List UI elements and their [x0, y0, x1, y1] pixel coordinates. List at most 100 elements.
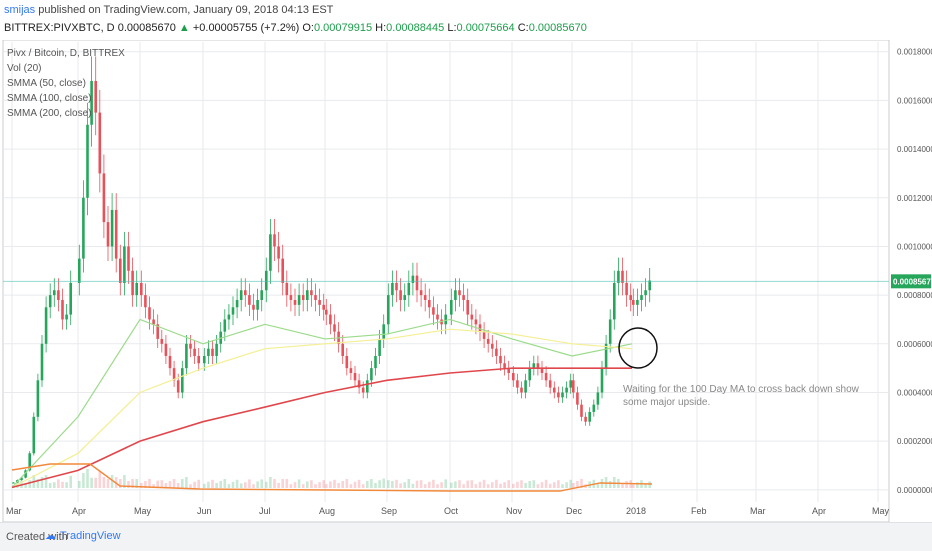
- volume-bar: [314, 484, 317, 488]
- time-tick-label: Apr: [72, 506, 86, 516]
- candle-body: [318, 299, 321, 305]
- candle-body: [640, 295, 643, 300]
- price-tick-label: 0.00060000: [897, 340, 932, 349]
- volume-bar: [106, 479, 110, 488]
- volume-bar: [470, 480, 474, 488]
- volume-bar: [528, 481, 531, 488]
- brand-link[interactable]: ☁ TradingView: [45, 529, 121, 542]
- candle-body: [28, 453, 31, 471]
- candle-body: [57, 290, 60, 300]
- candle-body: [281, 258, 284, 283]
- candle-body: [160, 338, 164, 344]
- volume-bar: [644, 484, 647, 488]
- candle-body: [314, 295, 317, 300]
- price-tick-label: 0.00160000: [897, 96, 932, 105]
- legend-item-smma100[interactable]: SMMA (100, close): [7, 93, 91, 104]
- candle-body: [322, 304, 325, 310]
- candle-body: [156, 324, 159, 339]
- volume-bar: [82, 473, 85, 488]
- candle-body: [592, 404, 596, 412]
- candle-body: [516, 380, 519, 388]
- high-label: H:: [375, 22, 387, 34]
- time-tick-label: Feb: [691, 506, 707, 516]
- legend-item-vol[interactable]: Vol (20): [7, 63, 41, 74]
- current-price-badge: [891, 274, 931, 289]
- candle-body: [227, 314, 231, 320]
- volume-bar: [318, 482, 321, 488]
- candle-body: [532, 363, 536, 369]
- volume-bar: [223, 479, 227, 488]
- time-tick-label: Nov: [506, 506, 523, 516]
- candle-body: [215, 343, 218, 356]
- volume-bar: [36, 479, 40, 488]
- candle-body: [512, 373, 515, 381]
- time-tick-label: 2018: [626, 506, 646, 516]
- volume-bar: [544, 479, 548, 488]
- legend-item-smma200[interactable]: SMMA (200, close): [7, 108, 91, 119]
- volume-bar: [306, 481, 309, 488]
- candle-body: [40, 343, 44, 381]
- candle-body: [90, 80, 93, 125]
- candle-body: [110, 209, 114, 247]
- candle-body: [407, 282, 411, 296]
- candle-body: [61, 299, 64, 320]
- candle-body: [561, 392, 564, 398]
- volume-bar: [123, 475, 126, 488]
- volume-bar: [378, 480, 381, 488]
- volume-bar: [632, 484, 635, 488]
- time-tick-label: Mar: [750, 506, 766, 516]
- candle-body: [357, 380, 361, 388]
- published-text: published on TradingView.com, January 09…: [38, 4, 334, 16]
- volume-bar: [462, 484, 465, 488]
- candle-body: [625, 282, 628, 296]
- volume-bar: [90, 477, 93, 488]
- annotation-circle[interactable]: [618, 327, 658, 369]
- time-tick-label: Oct: [444, 506, 459, 516]
- volume-bar: [482, 479, 486, 488]
- volume-bar: [244, 482, 247, 488]
- volume-bar: [152, 484, 155, 488]
- candle-body: [239, 290, 243, 300]
- candle-body: [491, 343, 494, 349]
- volume-bar: [219, 481, 222, 488]
- legend-item-smma50[interactable]: SMMA (50, close): [7, 78, 86, 89]
- author-link[interactable]: smijas: [4, 4, 36, 16]
- volume-bar: [491, 482, 494, 488]
- candle-body: [44, 307, 48, 344]
- candle-body: [378, 338, 381, 356]
- time-tick-label: Aug: [319, 506, 335, 516]
- candle-body: [152, 319, 155, 325]
- volume-bar: [608, 481, 612, 488]
- current-price-label: 0.00085670: [893, 277, 932, 286]
- candle-body: [520, 387, 523, 393]
- volume-bar: [197, 479, 200, 488]
- annotation-line-2[interactable]: some major upside.: [623, 397, 710, 408]
- candle-body: [102, 173, 106, 223]
- price-chart[interactable]: 0.00180000 0.00160000 0.00140000 0.00120000…: [0, 40, 932, 522]
- volume-bar: [524, 483, 527, 488]
- volume-bar: [281, 479, 284, 488]
- candle-body: [548, 380, 552, 388]
- time-axis[interactable]: Mar Apr May Jun Jul Aug Sep Oct Nov Dec 2018 Feb Mar…: [6, 506, 890, 516]
- annotation-line-1[interactable]: Waiting for the 100 Day MA to cross back…: [623, 384, 860, 395]
- time-tick-label: Jun: [197, 506, 212, 516]
- volume-bar: [231, 481, 235, 488]
- volume-bar: [353, 481, 357, 488]
- candle-body: [419, 290, 423, 296]
- price-tick-label: 0.00140000: [897, 145, 932, 154]
- volume-bar: [185, 477, 188, 488]
- price-tick-label: 0.00180000: [897, 48, 932, 57]
- volume-bar: [57, 479, 60, 488]
- volume-bar: [548, 483, 552, 488]
- price-axis[interactable]: 0.00180000 0.00160000 0.00140000 0.00120000…: [891, 48, 932, 495]
- price-tick-label: 0.00120000: [897, 194, 932, 203]
- tradingview-logo-icon: ☁: [45, 530, 56, 542]
- candle-body: [203, 355, 206, 364]
- candle-body: [528, 368, 531, 381]
- candle-body: [78, 258, 81, 283]
- volume-bar: [540, 482, 544, 488]
- legend-title: Pivx / Bitcoin, D, BITTREX: [7, 48, 125, 59]
- candle-body: [629, 295, 632, 300]
- volume-bar: [454, 481, 457, 488]
- candle-body: [244, 290, 247, 296]
